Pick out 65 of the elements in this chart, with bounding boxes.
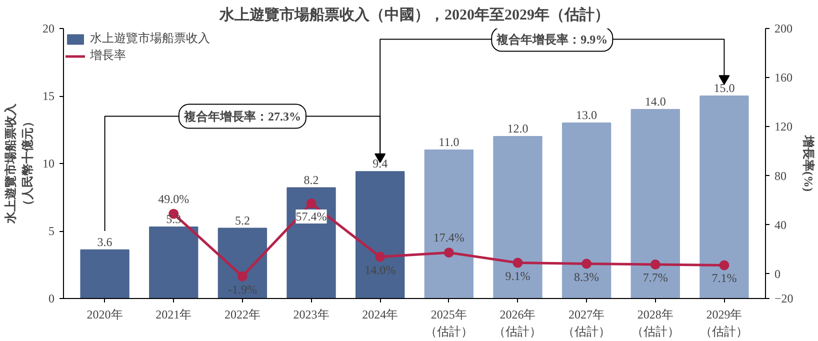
point (375, 252, 386, 262)
point (582, 258, 592, 269)
point (719, 260, 730, 270)
data-label: 12.0 (507, 122, 528, 136)
y-tick-label: 10 (42, 156, 54, 170)
x-tick-label: 2023年 (293, 308, 330, 322)
bar (149, 226, 198, 298)
data-label: 13.0 (576, 108, 598, 122)
x-tick-label: 2029年（估計） (700, 308, 748, 338)
x-tick-label: 2024年 (362, 308, 398, 322)
legend-label: 水上遊覽市場船票收入 (90, 30, 210, 47)
data-label: 3.6 (97, 234, 112, 249)
y-tick-label: 20 (42, 22, 54, 36)
annotation: 複合年增長率：9.9% (496, 32, 608, 46)
data-label: 17.4% (433, 230, 464, 245)
point (444, 248, 454, 258)
point (306, 198, 316, 208)
data-label: 7.7% (642, 270, 668, 285)
y2-axis-title: 增長率(%) (801, 134, 816, 192)
x-tick-label: 2028年（估計） (631, 308, 680, 338)
data-label: 57.4% (296, 210, 327, 224)
y2-tick-label: 120 (774, 120, 792, 134)
x-tick-label: 2027年（估計） (562, 308, 611, 338)
bar (700, 96, 749, 298)
data-label: 11.0 (438, 135, 460, 149)
bar (80, 249, 130, 298)
x-tick-label: 2025年（估計） (424, 308, 473, 338)
y2-tick-label: 160 (774, 70, 792, 85)
data-label: 14.0% (364, 262, 396, 277)
y-tick-label: 5 (48, 224, 54, 238)
annotation: 複合年增長率：27.3% (182, 109, 301, 124)
point (237, 271, 248, 282)
y2-tick-label: −20 (774, 292, 794, 306)
x-tick-label: 2020年 (86, 308, 123, 322)
point (650, 260, 660, 270)
point (512, 258, 523, 268)
bar (218, 228, 268, 298)
legend-label: 增長率 (90, 47, 126, 64)
data-label: 15.0 (714, 81, 735, 95)
y-axis-title: 水上遊覽市場船票收入（人民幣十億元） (4, 102, 34, 224)
data-label: 5.2 (234, 213, 250, 228)
bar (562, 122, 612, 298)
data-label: 14.0 (644, 94, 666, 108)
y2-tick-label: 80 (774, 168, 786, 183)
data-label: 9.1% (505, 268, 530, 283)
data-label: -1.9% (228, 282, 257, 296)
bar (356, 171, 405, 298)
bar (424, 150, 474, 298)
bar (630, 109, 680, 298)
data-label: 8.2 (304, 172, 319, 187)
y2-tick-label: 0 (774, 266, 780, 281)
chart-title: 水上遊覽市場船票收入（中國），2020年至2029年（估計） (218, 6, 610, 24)
y-tick-label: 15 (42, 89, 54, 103)
bar (286, 187, 336, 298)
x-tick-label: 2021年 (156, 308, 192, 322)
data-label: 7.1% (712, 271, 737, 286)
data-label: 49.0% (158, 192, 190, 206)
x-tick-label: 2022年 (224, 308, 260, 322)
data-label: 9.4 (372, 156, 388, 171)
y2-tick-label: 40 (774, 218, 786, 232)
data-label: 8.3% (574, 270, 600, 284)
bar (493, 136, 542, 298)
y-tick-label: 0 (48, 292, 54, 306)
x-tick-label: 2026年（估計） (494, 308, 542, 338)
y2-tick-label: 200 (774, 22, 792, 36)
